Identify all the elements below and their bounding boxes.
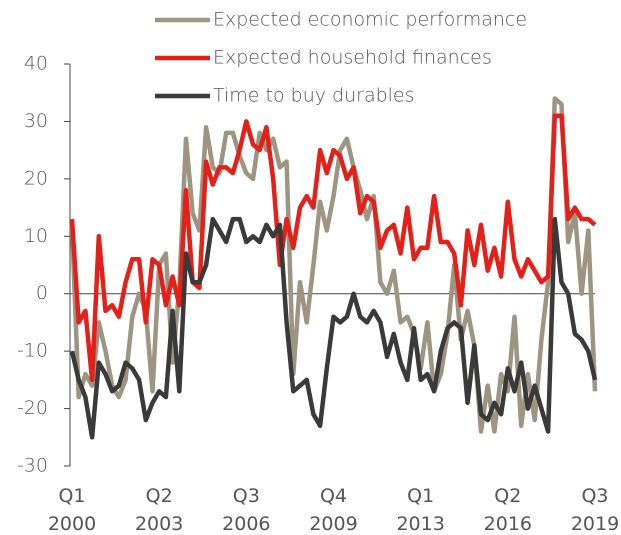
y-tick-label: -20 (17, 397, 48, 419)
legend-label: Time to buy durables (213, 85, 415, 107)
line-series (69, 216, 598, 440)
x-tick-label: Q3 2019 (570, 485, 620, 535)
y-tick-label: -10 (17, 340, 48, 362)
y-tick-label: 20 (24, 167, 48, 189)
y-tick-label: 0 (36, 282, 48, 304)
x-tick-label: Q3 2006 (222, 485, 271, 535)
x-tick-label: Q4 2009 (309, 485, 358, 535)
x-tick-label: Q2 2003 (134, 485, 184, 535)
y-tick-label: -30 (17, 455, 48, 477)
y-tick-label: 10 (24, 225, 48, 247)
y-tick-label: 30 (24, 110, 48, 132)
y-tick-label: 40 (24, 53, 48, 75)
legend-label: Expected economic performance (213, 9, 527, 31)
legend-label: Expected household finances (213, 47, 492, 69)
line-series (69, 113, 597, 383)
x-tick-label: Q1 2013 (396, 485, 445, 535)
x-tick-label: Q2 2016 (483, 485, 532, 535)
x-tick-label: Q1 2000 (47, 485, 97, 535)
